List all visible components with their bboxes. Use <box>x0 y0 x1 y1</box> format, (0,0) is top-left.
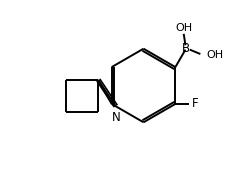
Text: OH: OH <box>175 23 192 33</box>
Text: F: F <box>192 97 199 110</box>
Text: N: N <box>112 111 121 124</box>
Text: B: B <box>182 42 191 55</box>
Text: OH: OH <box>206 50 224 60</box>
